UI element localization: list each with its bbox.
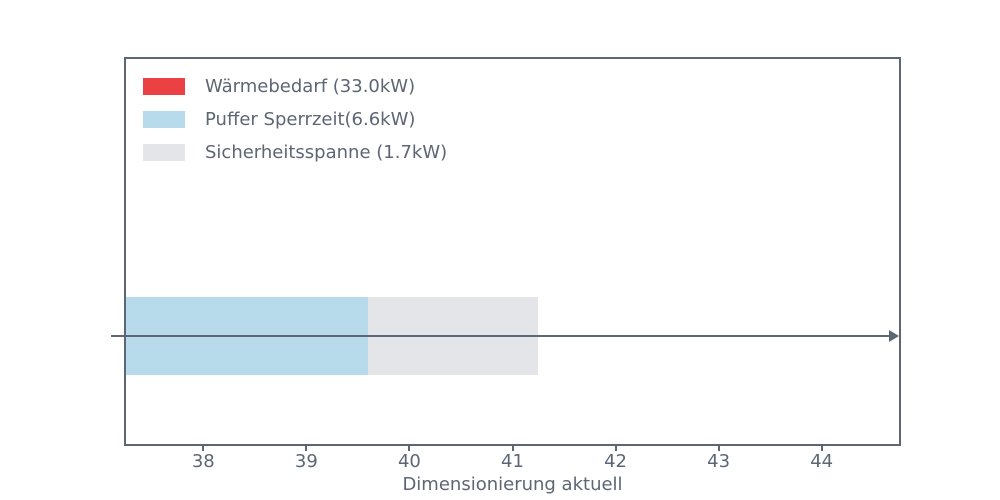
tick-mark <box>305 444 308 451</box>
legend: Wärmebedarf (33.0kW) Puffer Sperrzeit(6.… <box>143 70 447 169</box>
legend-label: Puffer Sperrzeit(6.6kW) <box>205 108 416 130</box>
tick-mark <box>408 444 411 451</box>
legend-label: Wärmebedarf (33.0kW) <box>205 75 416 97</box>
legend-swatch-gray <box>143 144 185 161</box>
tick-label: 43 <box>707 451 731 472</box>
dimension-arrow <box>111 329 899 342</box>
tick-label: 39 <box>294 451 318 472</box>
legend-swatch-blue <box>143 111 185 128</box>
tick-label: 41 <box>501 451 524 472</box>
tick-mark <box>614 444 617 451</box>
tick-mark <box>202 444 205 451</box>
tick-label: 42 <box>604 451 628 472</box>
tick-label: 40 <box>397 451 421 472</box>
legend-item-sicherheitsspanne: Sicherheitsspanne (1.7kW) <box>143 136 447 169</box>
tick-mark <box>820 444 823 451</box>
tick-label: 38 <box>191 451 215 472</box>
legend-label: Sicherheitsspanne (1.7kW) <box>205 141 448 163</box>
plot-area: Wärmebedarf (33.0kW) Puffer Sperrzeit(6.… <box>111 57 901 471</box>
tick-label: 44 <box>810 451 834 472</box>
arrow-head-icon <box>889 329 899 342</box>
tick-mark <box>717 444 720 451</box>
legend-swatch-red <box>143 78 185 95</box>
legend-item-puffer-sperrzeit: Puffer Sperrzeit(6.6kW) <box>143 103 447 136</box>
tick-mark <box>511 444 514 451</box>
x-axis-label: Dimensionierung aktuell <box>402 474 623 495</box>
legend-item-waermebedarf: Wärmebedarf (33.0kW) <box>143 70 447 103</box>
